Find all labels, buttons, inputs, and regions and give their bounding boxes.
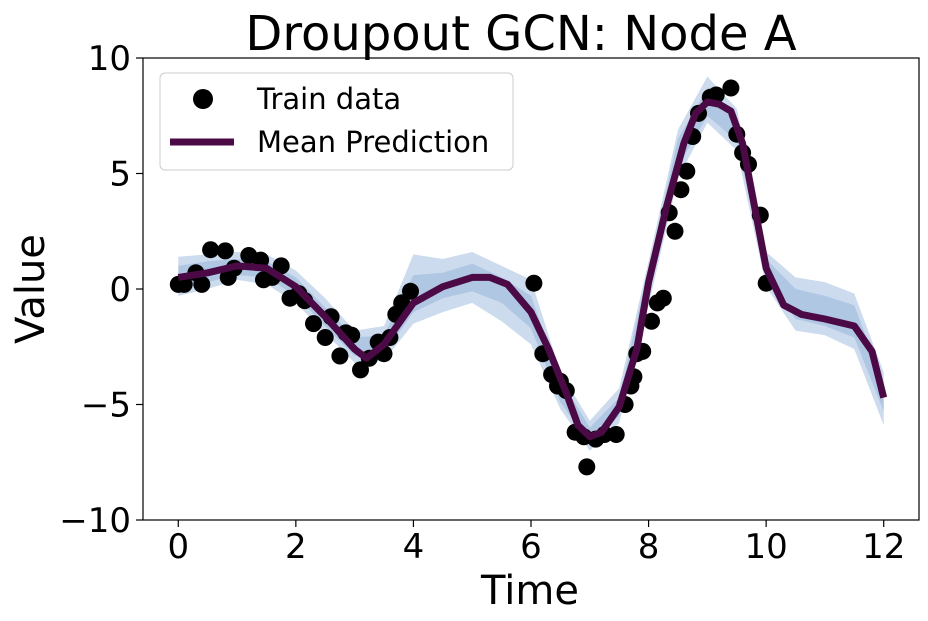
train-data-point (578, 458, 596, 476)
train-data-point (654, 289, 672, 307)
y-tick-label: −10 (59, 501, 131, 541)
y-tick-label: 0 (109, 270, 131, 310)
train-data-point (202, 241, 220, 259)
y-axis-ticks: −10 −5 0 5 10 (59, 39, 143, 541)
confidence-band-1 (178, 88, 884, 444)
mean-prediction-path (177, 98, 888, 441)
chart-title: Droupout GCN: Node A (245, 6, 796, 62)
x-tick-label: 2 (285, 527, 307, 567)
confidence-bands (178, 76, 884, 451)
train-data-point (607, 426, 625, 443)
train-data-point (216, 242, 234, 260)
train-data-point (316, 329, 334, 346)
y-tick-label: 5 (109, 155, 131, 195)
train-data-point (666, 222, 684, 240)
x-axis-label: Time (480, 568, 579, 614)
train-data-point (525, 274, 543, 292)
x-tick-label: 6 (520, 527, 542, 567)
legend-mean-label: Mean Prediction (257, 125, 489, 159)
confidence-band-0 (178, 76, 884, 451)
x-tick-label: 12 (862, 527, 905, 567)
train-data-point (678, 162, 696, 180)
y-axis-label: Value (8, 234, 54, 344)
train-data-point (352, 361, 369, 379)
train-data-point (393, 294, 411, 312)
y-tick-label: 10 (88, 39, 131, 79)
train-data-point (331, 347, 349, 365)
x-axis-ticks: 0 2 4 6 8 10 12 (167, 520, 905, 567)
x-tick-label: 0 (167, 527, 189, 567)
legend-train-label: Train data (256, 82, 401, 116)
legend-box (159, 72, 514, 171)
train-data-point (193, 275, 211, 293)
train-data-point (672, 181, 690, 199)
x-tick-label: 4 (403, 527, 425, 567)
train-data-point (272, 257, 290, 275)
x-tick-label: 8 (638, 527, 660, 567)
y-tick-label: −5 (81, 386, 131, 426)
x-tick-label: 10 (745, 527, 788, 567)
train-data-point (402, 282, 419, 300)
legend: Train data Mean Prediction (159, 72, 514, 171)
train-data-point (305, 315, 322, 333)
train-data-point (643, 312, 660, 330)
mean-prediction-line (177, 98, 888, 441)
legend-train-marker (193, 89, 213, 109)
train-data-point (722, 79, 740, 97)
